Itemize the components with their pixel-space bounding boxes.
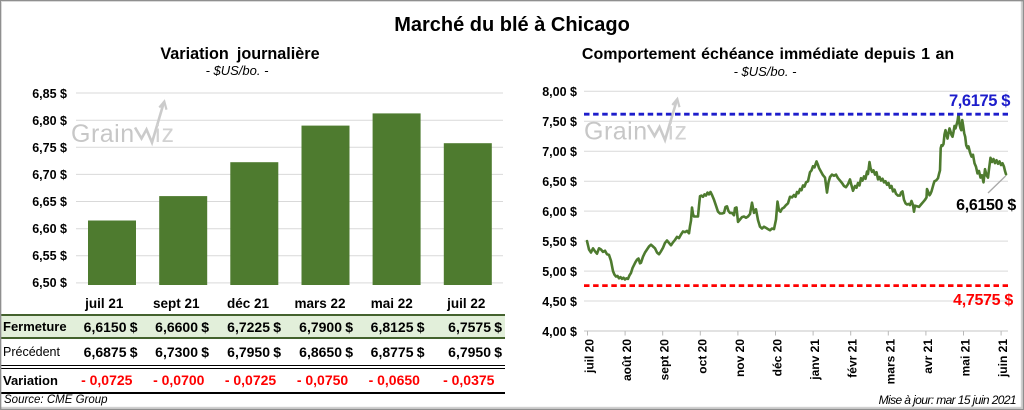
svg-text:janv 21: janv 21 xyxy=(808,339,822,381)
svg-text:Grain: Grain xyxy=(584,118,648,146)
svg-text:iz: iz xyxy=(668,118,688,146)
svg-text:févr 21: févr 21 xyxy=(846,339,860,378)
svg-text:juin 21: juin 21 xyxy=(996,339,1010,378)
svg-text:iz: iz xyxy=(155,120,175,148)
svg-text:avr 21: avr 21 xyxy=(921,339,935,374)
svg-text:sept 20: sept 20 xyxy=(658,339,672,381)
svg-text:nov 20: nov 20 xyxy=(733,339,747,377)
svg-text:déc 20: déc 20 xyxy=(771,339,785,377)
svg-text:août 20: août 20 xyxy=(620,339,634,381)
svg-text:oct 20: oct 20 xyxy=(695,339,709,374)
svg-text:mars 21: mars 21 xyxy=(883,339,897,385)
svg-text:juil 20: juil 20 xyxy=(583,339,597,374)
svg-text:Grain: Grain xyxy=(71,120,135,148)
svg-text:mai 21: mai 21 xyxy=(959,339,973,377)
